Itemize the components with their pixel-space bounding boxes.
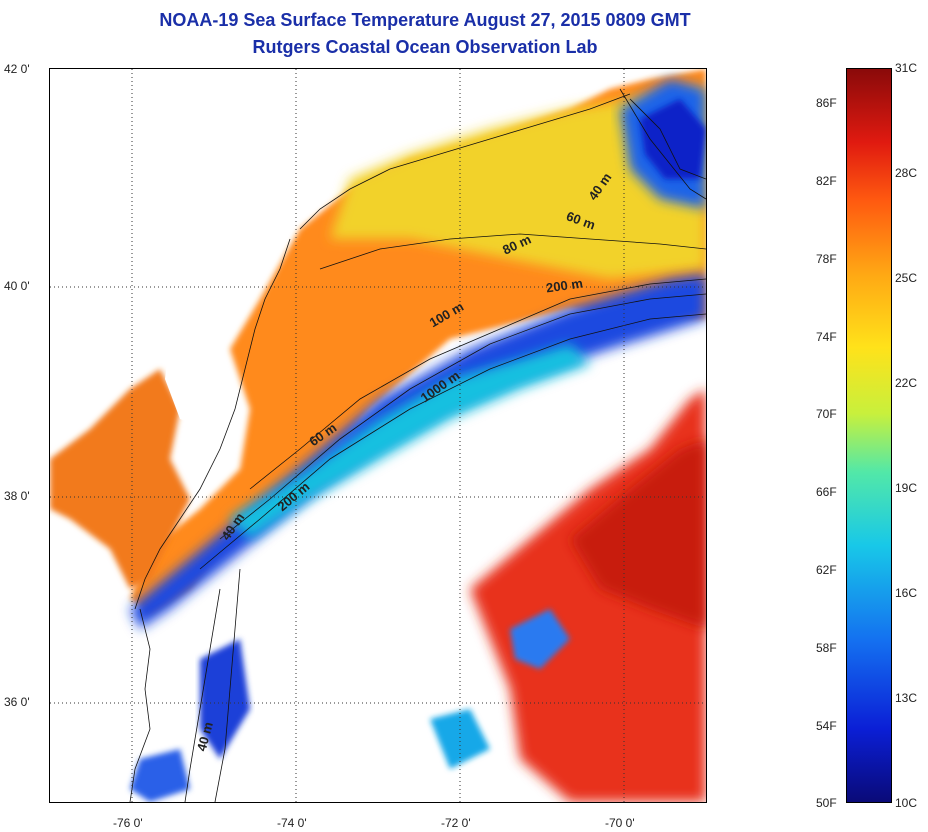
colorbar-celsius-label: 25C [895,271,918,285]
colorbar-fahrenheit-label: 78F [816,252,837,266]
colorbar-fahrenheit-label: 58F [816,641,837,655]
lon-label-74: -74 0' [277,816,307,830]
colorbar-celsius-label: 31C [895,61,918,75]
colorbar-fahrenheit-label: 62F [816,563,837,577]
colorbar-celsius-label: 19C [895,481,918,495]
colorbar-celsius-label: 16C [895,586,918,600]
chart-title: NOAA-19 Sea Surface Temperature August 2… [159,10,691,30]
colorbar-celsius-label: 28C [895,166,918,180]
chart-subtitle: Rutgers Coastal Ocean Observation Lab [252,37,598,57]
colorbar-fahrenheit-label: 66F [816,485,837,499]
lat-label-36: 36 0' [4,695,30,709]
colorbar-celsius-label: 13C [895,691,918,705]
lon-label-70: -70 0' [605,816,635,830]
colorbar-fahrenheit-label: 54F [816,719,837,733]
colorbar-celsius-label: 10C [895,796,918,810]
sst-map: 40 m 60 m 80 m 200 m 100 m 1000 m 60 m 2… [49,68,707,803]
colorbar-fahrenheit-label: 74F [816,330,837,344]
colorbar-fahrenheit-label: 70F [816,407,837,421]
temperature-colorbar [846,68,892,803]
colorbar-celsius-label: 22C [895,376,918,390]
colorbar-fahrenheit-label: 86F [816,96,837,110]
lon-label-72: -72 0' [441,816,471,830]
lat-label-38: 38 0' [4,489,30,503]
colorbar-fahrenheit-label: 82F [816,174,837,188]
lat-label-42: 42 0' [4,62,30,76]
lat-label-40: 40 0' [4,279,30,293]
lon-label-76: -76 0' [113,816,143,830]
colorbar-fahrenheit-label: 50F [816,796,837,810]
sst-map-image [50,69,706,802]
